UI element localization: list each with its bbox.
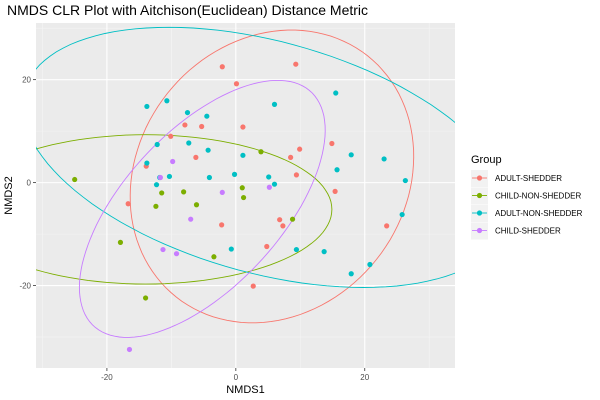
chart-title: NMDS CLR Plot with Aitchison(Euclidean) … bbox=[7, 2, 368, 18]
ellipse-child-shedder bbox=[78, 79, 326, 338]
point-child-non-shedder bbox=[289, 216, 296, 222]
data-points bbox=[72, 61, 408, 353]
legend-label-child-non-shedder: CHILD-NON-SHEDDER bbox=[495, 192, 581, 201]
point-adult-non-shedder bbox=[204, 113, 210, 119]
point-adult-shedder bbox=[293, 172, 300, 178]
point-adult-non-shedder bbox=[367, 261, 373, 268]
point-adult-shedder bbox=[280, 223, 286, 229]
point-adult-non-shedder bbox=[186, 140, 192, 146]
point-child-non-shedder bbox=[117, 239, 124, 245]
y-tick-label: 20 bbox=[22, 76, 31, 85]
y-tick-label: -20 bbox=[19, 282, 31, 291]
point-child-shedder bbox=[160, 246, 166, 253]
point-adult-non-shedder bbox=[271, 181, 278, 187]
point-adult-non-shedder bbox=[402, 177, 408, 184]
point-child-non-shedder bbox=[258, 149, 264, 155]
confidence-ellipses bbox=[36, 26, 455, 338]
point-adult-non-shedder bbox=[166, 173, 173, 180]
point-adult-shedder bbox=[332, 188, 338, 194]
point-adult-shedder bbox=[168, 133, 174, 139]
point-adult-shedder bbox=[384, 223, 390, 229]
tick-labels: -20 0 20 -20 0 20 bbox=[19, 76, 369, 382]
point-adult-shedder bbox=[193, 154, 199, 160]
point-child-shedder bbox=[219, 189, 225, 196]
point-adult-shedder bbox=[125, 201, 131, 207]
ellipse-adult-shedder bbox=[129, 29, 415, 324]
point-adult-non-shedder bbox=[293, 246, 300, 253]
point-child-shedder bbox=[188, 216, 194, 222]
point-child-non-shedder bbox=[211, 254, 217, 260]
point-adult-shedder bbox=[297, 146, 303, 152]
point-adult-non-shedder bbox=[144, 103, 150, 110]
point-adult-non-shedder bbox=[144, 160, 150, 166]
point-child-non-shedder bbox=[72, 176, 78, 183]
point-adult-shedder bbox=[264, 243, 270, 250]
point-child-shedder bbox=[170, 158, 176, 165]
point-child-non-shedder bbox=[239, 185, 245, 191]
point-adult-non-shedder bbox=[321, 249, 327, 255]
point-adult-non-shedder bbox=[240, 152, 246, 158]
point-adult-non-shedder bbox=[348, 271, 354, 277]
axis-ticks bbox=[33, 79, 366, 371]
y-tick-label: 0 bbox=[27, 179, 32, 188]
point-adult-shedder bbox=[233, 81, 240, 87]
legend-key-point bbox=[476, 175, 483, 181]
legend-label-adult-non-shedder: ADULT-NON-SHEDDER bbox=[495, 209, 583, 218]
point-adult-shedder bbox=[219, 64, 225, 70]
point-adult-non-shedder bbox=[205, 147, 211, 153]
point-adult-non-shedder bbox=[184, 109, 191, 116]
point-adult-shedder bbox=[293, 61, 299, 67]
point-child-non-shedder bbox=[240, 194, 247, 201]
point-adult-non-shedder bbox=[334, 167, 340, 173]
ellipse-adult-non-shedder bbox=[36, 26, 455, 288]
point-adult-non-shedder bbox=[206, 174, 213, 181]
point-adult-shedder bbox=[199, 123, 205, 130]
x-axis-title: NMDS1 bbox=[226, 384, 265, 396]
legend-title: Group bbox=[471, 154, 502, 166]
point-adult-non-shedder bbox=[271, 101, 278, 107]
point-adult-non-shedder bbox=[381, 156, 387, 162]
point-adult-shedder bbox=[288, 154, 294, 160]
legend-key-point bbox=[476, 227, 483, 234]
legend: Group ADULT-SHEDDER CHILD-NON-SHEDDER ADUL… bbox=[471, 154, 583, 240]
point-child-shedder bbox=[266, 184, 272, 190]
plot-panel bbox=[36, 23, 455, 368]
legend-label-adult-shedder: ADULT-SHEDDER bbox=[495, 174, 562, 183]
point-adult-shedder bbox=[250, 283, 256, 289]
legend-label-child-shedder: CHILD-SHEDDER bbox=[495, 227, 561, 236]
point-adult-shedder bbox=[219, 222, 225, 228]
point-adult-non-shedder bbox=[231, 171, 238, 177]
point-child-non-shedder bbox=[142, 295, 149, 301]
point-child-non-shedder bbox=[159, 190, 165, 196]
x-tick-label: 0 bbox=[234, 373, 239, 382]
point-adult-non-shedder bbox=[228, 246, 234, 252]
point-adult-non-shedder bbox=[348, 152, 354, 158]
ellipse-child-non-shedder bbox=[36, 134, 333, 285]
point-adult-non-shedder bbox=[164, 98, 170, 104]
y-axis-title: NMDS2 bbox=[3, 176, 15, 215]
point-child-non-shedder bbox=[153, 203, 159, 209]
point-adult-non-shedder bbox=[333, 90, 339, 96]
point-child-non-shedder bbox=[181, 189, 187, 195]
point-adult-non-shedder bbox=[154, 141, 160, 148]
grid-major-lines bbox=[36, 23, 455, 368]
legend-key-point bbox=[476, 192, 483, 199]
point-child-shedder bbox=[173, 251, 180, 257]
point-adult-shedder bbox=[277, 217, 283, 223]
point-child-shedder bbox=[157, 174, 164, 181]
point-adult-non-shedder bbox=[266, 174, 272, 180]
x-tick-label: 20 bbox=[360, 373, 369, 382]
point-child-non-shedder bbox=[193, 202, 200, 208]
point-child-shedder bbox=[126, 346, 133, 353]
point-adult-shedder bbox=[240, 124, 246, 130]
grid-minor-lines bbox=[36, 23, 455, 368]
point-adult-shedder bbox=[329, 140, 335, 147]
point-adult-shedder bbox=[182, 122, 188, 128]
legend-key-point bbox=[476, 210, 483, 216]
point-adult-non-shedder bbox=[399, 211, 405, 218]
x-tick-label: -20 bbox=[101, 373, 113, 382]
point-adult-non-shedder bbox=[153, 182, 160, 188]
